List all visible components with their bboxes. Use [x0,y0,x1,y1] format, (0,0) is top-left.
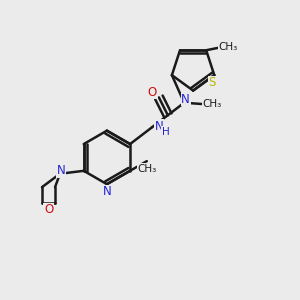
Text: CH₃: CH₃ [203,99,222,109]
Text: N: N [181,93,190,106]
Text: N: N [155,120,164,133]
Text: N: N [103,185,111,198]
Text: S: S [208,76,216,89]
Text: CH₃: CH₃ [219,42,238,52]
Text: CH₃: CH₃ [138,164,157,174]
Text: O: O [44,203,53,216]
Text: N: N [57,164,66,177]
Text: O: O [148,85,157,98]
Text: H: H [162,127,169,136]
